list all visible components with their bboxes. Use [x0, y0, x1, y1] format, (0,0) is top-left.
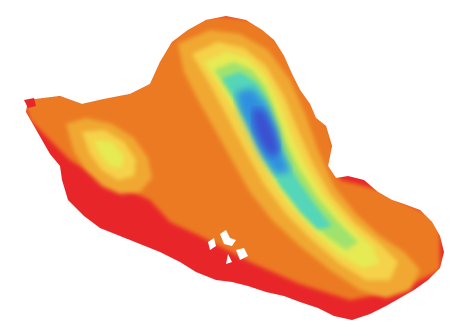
- harbor-inlet-3: [236, 248, 248, 260]
- harbor-inlet-4: [226, 254, 232, 264]
- east-range-peak: [252, 108, 280, 158]
- west-cape: [24, 98, 36, 108]
- harbor-inlet-1: [208, 238, 216, 250]
- west-range-band-3: [94, 140, 124, 168]
- harbor-inlet-2: [220, 230, 236, 246]
